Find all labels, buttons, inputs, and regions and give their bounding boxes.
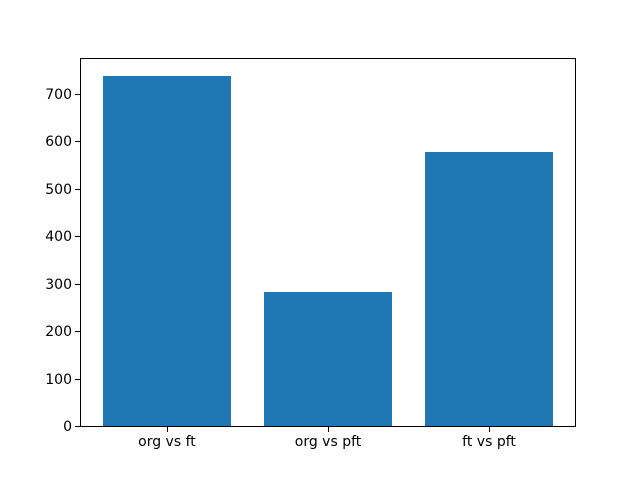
y-tick-label: 200 [45,324,72,341]
x-tick-mark [166,427,168,432]
y-tick-mark [75,331,80,333]
y-tick-label: 300 [45,276,72,293]
x-tick-mark [328,427,329,432]
bar-org-vs-pft [263,292,393,427]
y-tick-mark [75,283,80,285]
x-tick-label: org vs pft [294,434,362,450]
x-tick-label: org vs ft [138,434,196,450]
plot-area [80,58,576,427]
x-tick-label: ft vs pft [462,434,516,450]
y-tick-mark [75,426,80,427]
y-tick-label: 400 [45,229,72,246]
x-tick-mark [489,427,491,432]
y-tick-label: 0 [63,419,72,435]
y-tick-mark [75,141,80,143]
y-tick-label: 700 [45,86,72,103]
bar-org-vs-ft [102,75,232,427]
y-tick-mark [75,93,80,95]
y-tick-label: 100 [45,371,72,388]
y-tick-label: 500 [45,181,72,198]
y-tick-label: 600 [45,134,72,151]
y-tick-mark [75,188,80,190]
bar-ft-vs-pft [424,151,554,427]
y-tick-mark [75,236,80,238]
y-tick-mark [75,378,80,380]
